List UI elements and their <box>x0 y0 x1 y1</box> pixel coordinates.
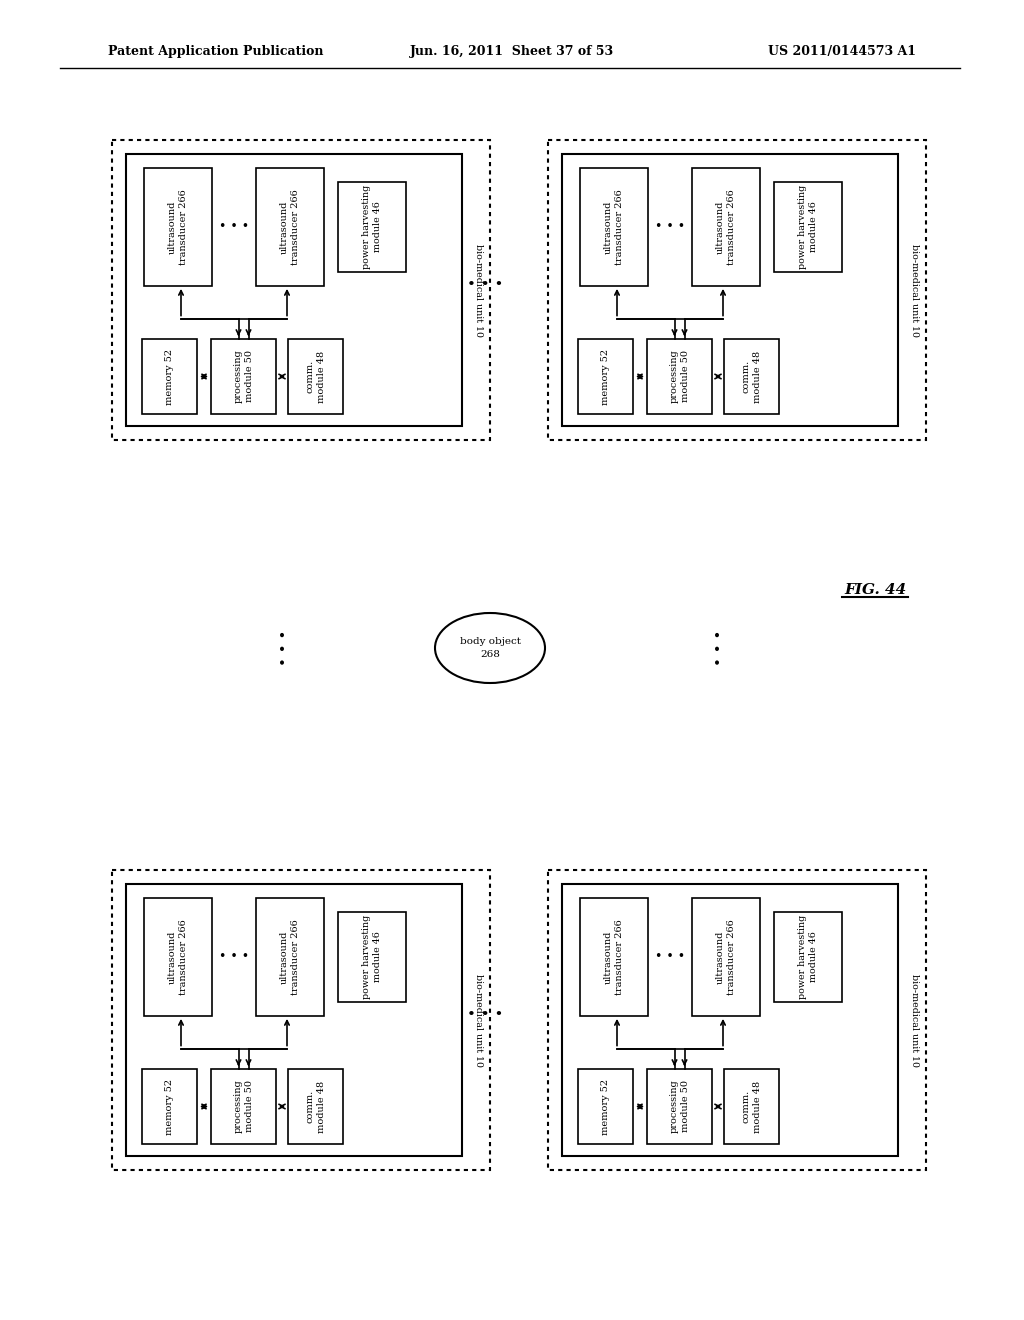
Text: • • •: • • • <box>219 950 249 964</box>
Text: ultrasound
transducer 266: ultrasound transducer 266 <box>280 919 300 995</box>
Bar <box>144 168 212 286</box>
Text: memory 52: memory 52 <box>165 348 174 404</box>
Bar <box>256 898 324 1016</box>
Bar <box>548 140 926 440</box>
Bar <box>338 182 406 272</box>
Bar <box>256 168 324 286</box>
Bar <box>288 339 343 414</box>
Text: power harvesting
module 46: power harvesting module 46 <box>798 915 818 999</box>
Text: ultrasound
transducer 266: ultrasound transducer 266 <box>716 189 736 265</box>
Bar <box>578 339 633 414</box>
Text: US 2011/0144573 A1: US 2011/0144573 A1 <box>768 45 916 58</box>
Bar <box>774 912 842 1002</box>
Bar <box>338 912 406 1002</box>
Text: bio-medical unit 10: bio-medical unit 10 <box>909 243 919 337</box>
Bar <box>562 884 898 1156</box>
Text: processing
module 50: processing module 50 <box>233 1080 254 1134</box>
Text: memory 52: memory 52 <box>601 348 610 404</box>
Text: ultrasound
transducer 266: ultrasound transducer 266 <box>280 189 300 265</box>
Text: • • •: • • • <box>219 220 249 234</box>
Text: • • •: • • • <box>655 220 685 234</box>
Text: ultrasound
transducer 266: ultrasound transducer 266 <box>604 919 624 995</box>
Text: comm.
module 48: comm. module 48 <box>741 350 762 403</box>
Text: • • •: • • • <box>655 950 685 964</box>
Bar <box>692 898 760 1016</box>
Bar <box>126 884 462 1156</box>
Text: ultrasound
transducer 266: ultrasound transducer 266 <box>604 189 624 265</box>
Bar <box>647 1069 712 1144</box>
Text: processing
module 50: processing module 50 <box>670 1080 689 1134</box>
Bar <box>112 870 490 1170</box>
Text: power harvesting
module 46: power harvesting module 46 <box>361 185 382 269</box>
Bar <box>126 154 462 426</box>
Bar <box>288 1069 343 1144</box>
Bar <box>580 168 648 286</box>
Text: ultrasound
transducer 266: ultrasound transducer 266 <box>716 919 736 995</box>
Text: comm.
module 48: comm. module 48 <box>305 1081 326 1133</box>
Text: power harvesting
module 46: power harvesting module 46 <box>361 915 382 999</box>
Text: comm.
module 48: comm. module 48 <box>305 350 326 403</box>
Text: ultrasound
transducer 266: ultrasound transducer 266 <box>168 919 188 995</box>
Text: • • •: • • • <box>713 630 727 667</box>
Text: • • •: • • • <box>467 1008 503 1022</box>
Bar <box>211 1069 276 1144</box>
Bar <box>647 339 712 414</box>
Text: FIG. 44: FIG. 44 <box>844 583 906 597</box>
Text: processing
module 50: processing module 50 <box>233 350 254 404</box>
Text: bio-medical unit 10: bio-medical unit 10 <box>909 974 919 1067</box>
Text: processing
module 50: processing module 50 <box>670 350 689 404</box>
Bar <box>548 870 926 1170</box>
Text: Patent Application Publication: Patent Application Publication <box>108 45 324 58</box>
Bar <box>578 1069 633 1144</box>
Bar <box>211 339 276 414</box>
Text: power harvesting
module 46: power harvesting module 46 <box>798 185 818 269</box>
Bar <box>562 154 898 426</box>
Text: bio-medical unit 10: bio-medical unit 10 <box>473 974 482 1067</box>
Text: • • •: • • • <box>467 279 503 292</box>
Bar <box>692 168 760 286</box>
Text: memory 52: memory 52 <box>165 1078 174 1135</box>
Bar <box>724 1069 779 1144</box>
Bar <box>142 1069 197 1144</box>
Ellipse shape <box>435 612 545 682</box>
Bar <box>112 140 490 440</box>
Text: bio-medical unit 10: bio-medical unit 10 <box>473 243 482 337</box>
Bar <box>774 182 842 272</box>
Text: body object
268: body object 268 <box>460 638 520 659</box>
Bar <box>724 339 779 414</box>
Bar <box>144 898 212 1016</box>
Text: • • •: • • • <box>278 630 292 667</box>
Text: memory 52: memory 52 <box>601 1078 610 1135</box>
Text: Jun. 16, 2011  Sheet 37 of 53: Jun. 16, 2011 Sheet 37 of 53 <box>410 45 614 58</box>
Text: comm.
module 48: comm. module 48 <box>741 1081 762 1133</box>
Bar <box>142 339 197 414</box>
Text: ultrasound
transducer 266: ultrasound transducer 266 <box>168 189 188 265</box>
Bar <box>580 898 648 1016</box>
